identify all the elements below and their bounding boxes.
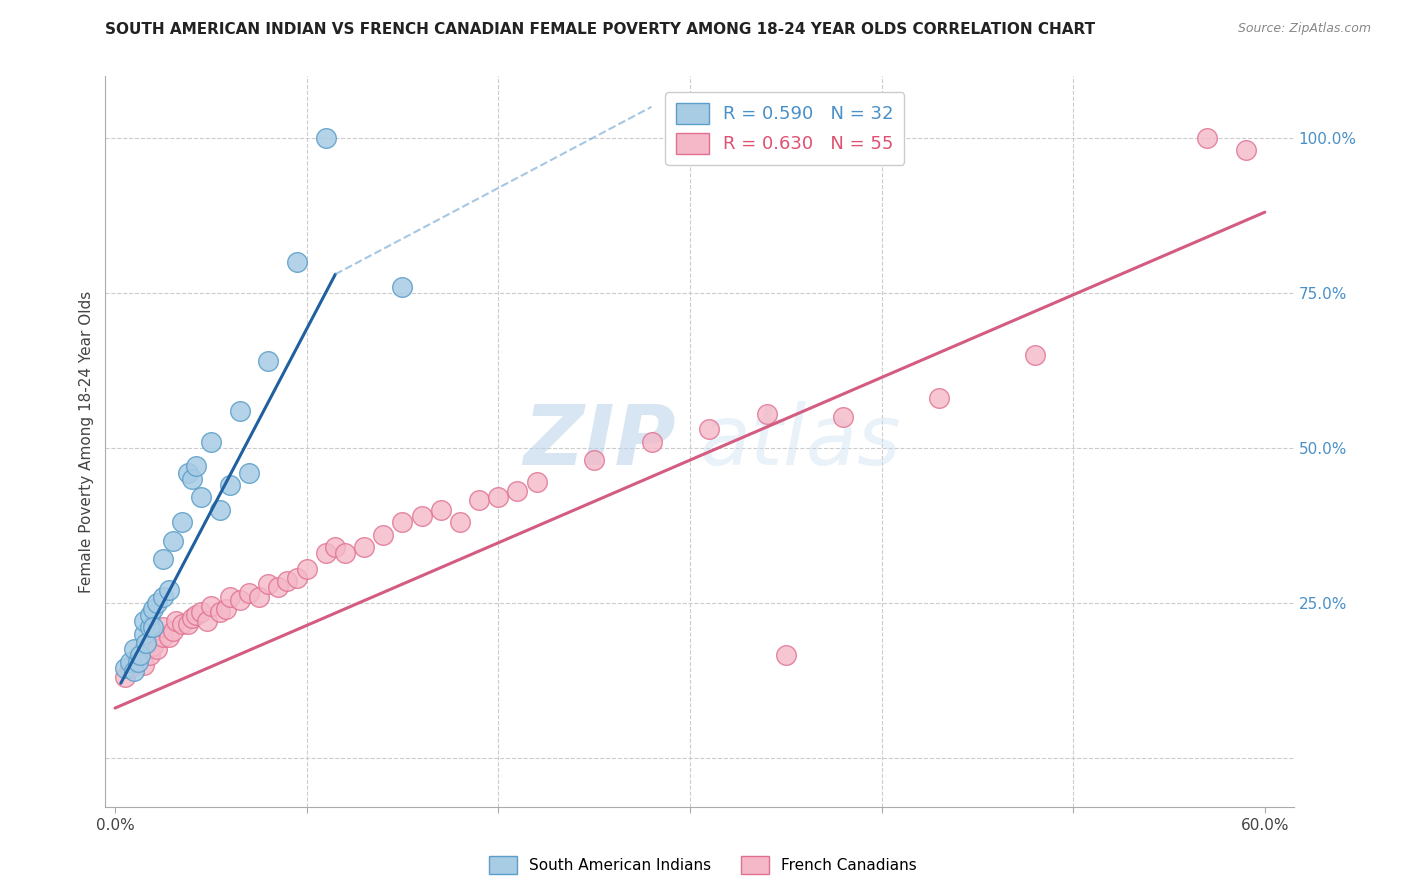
Point xyxy=(120,655,142,669)
Point xyxy=(114,670,136,684)
Point xyxy=(146,642,169,657)
Point xyxy=(506,484,529,499)
Point xyxy=(219,478,242,492)
Point xyxy=(285,254,308,268)
Point xyxy=(697,422,720,436)
Point xyxy=(238,466,260,480)
Point xyxy=(219,590,242,604)
Point xyxy=(138,648,160,663)
Point xyxy=(157,583,180,598)
Point xyxy=(142,620,165,634)
Text: Source: ZipAtlas.com: Source: ZipAtlas.com xyxy=(1237,22,1371,36)
Point xyxy=(122,642,145,657)
Point xyxy=(152,552,174,566)
Point xyxy=(142,602,165,616)
Point xyxy=(1024,348,1046,362)
Point xyxy=(152,630,174,644)
Point xyxy=(132,626,155,640)
Point xyxy=(157,630,180,644)
Point xyxy=(180,472,202,486)
Point xyxy=(122,664,145,678)
Point xyxy=(315,130,337,145)
Point xyxy=(832,409,855,424)
Point xyxy=(132,642,155,657)
Point xyxy=(120,661,142,675)
Point xyxy=(430,502,453,516)
Point xyxy=(583,453,606,467)
Y-axis label: Female Poverty Among 18-24 Year Olds: Female Poverty Among 18-24 Year Olds xyxy=(79,291,94,592)
Point xyxy=(257,354,280,368)
Point xyxy=(1197,130,1219,145)
Point xyxy=(152,590,174,604)
Point xyxy=(172,515,194,529)
Point xyxy=(114,661,136,675)
Point xyxy=(247,590,270,604)
Point xyxy=(209,605,232,619)
Point xyxy=(325,540,347,554)
Point xyxy=(411,508,433,523)
Point xyxy=(146,596,169,610)
Point xyxy=(122,655,145,669)
Point xyxy=(172,617,194,632)
Point xyxy=(177,617,200,632)
Point xyxy=(177,466,200,480)
Point xyxy=(184,459,207,474)
Text: atlas: atlas xyxy=(700,401,901,482)
Point xyxy=(391,515,413,529)
Point xyxy=(162,533,184,548)
Legend: R = 0.590   N = 32, R = 0.630   N = 55: R = 0.590 N = 32, R = 0.630 N = 55 xyxy=(665,92,904,164)
Point xyxy=(195,615,218,629)
Point xyxy=(138,608,160,623)
Point xyxy=(353,540,375,554)
Point xyxy=(142,639,165,653)
Point xyxy=(276,574,298,588)
Text: ZIP: ZIP xyxy=(523,401,676,482)
Point xyxy=(165,615,187,629)
Point xyxy=(640,434,662,449)
Point xyxy=(132,615,155,629)
Point xyxy=(138,620,160,634)
Point xyxy=(295,561,318,575)
Point xyxy=(928,391,950,405)
Point xyxy=(127,655,149,669)
Point xyxy=(228,403,250,417)
Point xyxy=(228,592,250,607)
Point xyxy=(209,502,232,516)
Point xyxy=(373,527,395,541)
Point xyxy=(257,577,280,591)
Point xyxy=(200,599,222,613)
Point xyxy=(775,648,797,663)
Point xyxy=(162,624,184,638)
Point xyxy=(468,493,491,508)
Point xyxy=(180,611,202,625)
Point xyxy=(129,648,152,663)
Point xyxy=(152,620,174,634)
Point xyxy=(190,491,212,505)
Point xyxy=(200,434,222,449)
Legend: South American Indians, French Canadians: South American Indians, French Canadians xyxy=(482,850,924,880)
Point xyxy=(391,279,413,293)
Point xyxy=(755,407,778,421)
Point xyxy=(238,586,260,600)
Point xyxy=(184,608,207,623)
Point xyxy=(526,475,548,489)
Point xyxy=(1234,143,1257,157)
Point xyxy=(127,651,149,665)
Point xyxy=(449,515,471,529)
Point xyxy=(132,657,155,672)
Point xyxy=(135,636,157,650)
Point xyxy=(267,580,290,594)
Point xyxy=(215,602,238,616)
Text: SOUTH AMERICAN INDIAN VS FRENCH CANADIAN FEMALE POVERTY AMONG 18-24 YEAR OLDS CO: SOUTH AMERICAN INDIAN VS FRENCH CANADIAN… xyxy=(105,22,1095,37)
Point xyxy=(333,546,356,560)
Point xyxy=(190,605,212,619)
Point xyxy=(486,491,509,505)
Point xyxy=(315,546,337,560)
Point xyxy=(285,571,308,585)
